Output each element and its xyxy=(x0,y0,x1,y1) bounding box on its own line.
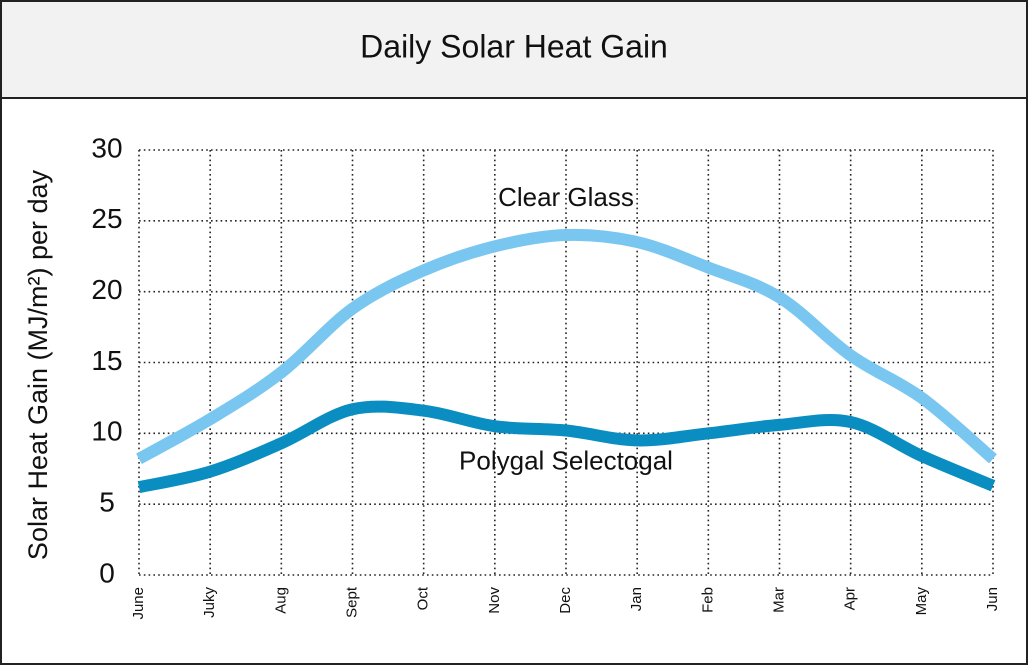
title-bar xyxy=(0,0,1028,99)
y-tick-label: 0 xyxy=(99,557,115,588)
series-line xyxy=(136,228,997,465)
x-tick-label: Oct xyxy=(415,586,432,610)
chart-title: Daily Solar Heat Gain xyxy=(360,28,668,64)
x-tick-label: Jun xyxy=(984,587,1001,611)
x-tick-label: Nov xyxy=(486,587,503,614)
x-tick-label: Feb xyxy=(699,587,716,613)
x-tick-label: Mar xyxy=(770,587,787,613)
y-tick-label: 30 xyxy=(91,132,122,163)
x-tick-label: June xyxy=(130,587,147,620)
y-tick-label: 5 xyxy=(99,487,115,518)
x-tick-label: May xyxy=(913,587,930,616)
series-label: Clear Glass xyxy=(498,182,634,212)
x-tick-label: Apr xyxy=(842,587,859,610)
x-tick-label: Juky xyxy=(201,587,218,618)
y-tick-label: 25 xyxy=(91,203,122,234)
y-tick-label: 10 xyxy=(91,416,122,447)
y-tick-label: 15 xyxy=(91,345,122,376)
x-tick-label: Aug xyxy=(272,587,289,614)
x-tick-label: Jan xyxy=(628,587,645,611)
series-line xyxy=(137,400,996,494)
x-tick-label: Dec xyxy=(557,587,574,614)
y-tick-label: 20 xyxy=(91,274,122,305)
y-axis-label: Solar Heat Gain (MJ/m²) per day xyxy=(23,169,53,560)
series-label: Polygal Selectogal xyxy=(459,445,673,475)
x-tick-label: Sept xyxy=(343,586,360,618)
